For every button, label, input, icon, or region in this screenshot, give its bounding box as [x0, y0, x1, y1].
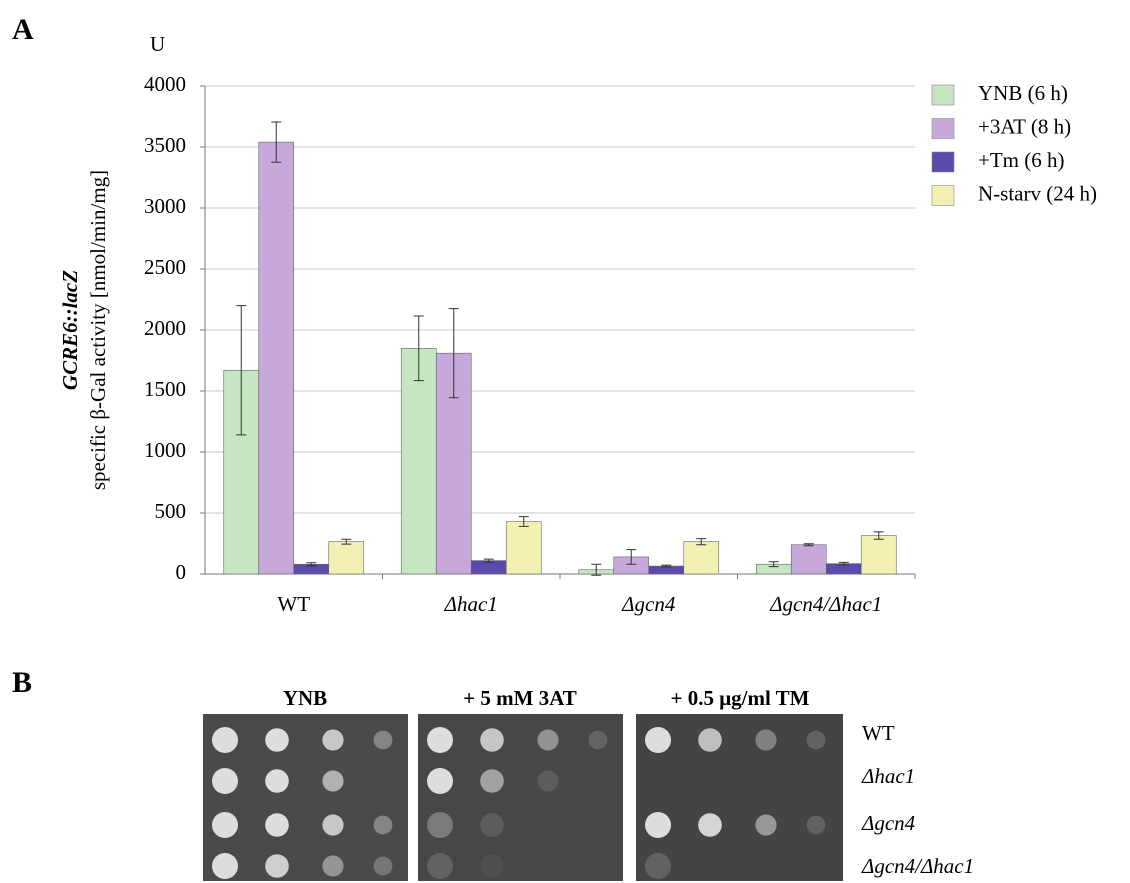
- colony: [807, 816, 826, 835]
- y-axis-title: GCRE6::lacZ: [58, 270, 82, 390]
- bar: [259, 142, 294, 574]
- legend-swatch: [932, 186, 954, 206]
- colony: [374, 731, 393, 750]
- colony: [427, 727, 453, 753]
- colony: [755, 814, 776, 835]
- legend-swatch: [932, 119, 954, 139]
- y-tick-label: 1000: [144, 438, 186, 462]
- colony: [322, 814, 343, 835]
- bar: [471, 561, 506, 574]
- condition-label: YNB: [283, 686, 327, 710]
- y-tick-label: 2000: [144, 316, 186, 340]
- colony: [537, 770, 558, 791]
- condition-label: + 0.5 μg/ml TM: [671, 686, 810, 710]
- colony: [589, 731, 608, 750]
- x-tick-label: Δgcn4: [621, 592, 676, 616]
- y-tick-label: 4000: [144, 72, 186, 96]
- condition-label: + 5 mM 3AT: [463, 686, 577, 710]
- y-axis-label: specific β-Gal activity [nmol/min/mg]: [86, 170, 110, 490]
- x-tick-label: Δhac1: [444, 592, 498, 616]
- strain-label: WT: [862, 721, 895, 745]
- y-tick-label: 1500: [144, 377, 186, 401]
- bar: [861, 536, 896, 574]
- colony: [645, 812, 671, 838]
- colony: [645, 727, 671, 753]
- x-tick-label: Δgcn4/Δhac1: [769, 592, 882, 616]
- x-tick-label: WT: [277, 592, 310, 616]
- colony: [212, 853, 238, 879]
- colony: [755, 729, 776, 750]
- colony: [322, 770, 343, 791]
- colony: [807, 731, 826, 750]
- legend-swatch: [932, 152, 954, 172]
- colony: [698, 728, 722, 752]
- bar: [506, 522, 541, 574]
- strain-label: Δhac1: [861, 764, 915, 788]
- y-tick-label: 2500: [144, 255, 186, 279]
- strain-label: Δgcn4/Δhac1: [861, 854, 974, 878]
- colony: [212, 812, 238, 838]
- bar: [791, 545, 826, 574]
- colony: [480, 813, 504, 837]
- colony: [480, 728, 504, 752]
- figure: A B U GCRE6::lacZ specific β-Gal activit…: [0, 0, 1130, 883]
- colony: [322, 855, 343, 876]
- colony: [698, 813, 722, 837]
- panel-label: A: [12, 13, 34, 46]
- legend-label: N-starv (24 h): [978, 181, 1097, 205]
- colony: [374, 857, 393, 876]
- bar: [401, 348, 436, 574]
- colony: [374, 816, 393, 835]
- colony: [265, 728, 289, 752]
- colony: [265, 854, 289, 878]
- y-tick-label: 3000: [144, 194, 186, 218]
- bar: [329, 542, 364, 574]
- colony: [322, 729, 343, 750]
- legend-label: YNB (6 h): [978, 81, 1068, 105]
- legend-label: +Tm (6 h): [978, 148, 1065, 172]
- y-tick-label: 0: [176, 560, 187, 584]
- panel-label: B: [12, 666, 32, 699]
- y-tick-label: 3500: [144, 133, 186, 157]
- colony: [212, 768, 238, 794]
- y-unit: U: [150, 32, 165, 56]
- colony: [480, 769, 504, 793]
- bar: [684, 542, 719, 574]
- colony: [265, 813, 289, 837]
- legend-label: +3AT (8 h): [978, 114, 1071, 138]
- strain-label: Δgcn4: [861, 811, 916, 835]
- colony: [427, 812, 453, 838]
- colony: [537, 729, 558, 750]
- legend-swatch: [932, 85, 954, 105]
- colony: [212, 727, 238, 753]
- colony: [427, 853, 453, 879]
- y-tick-label: 500: [155, 499, 187, 523]
- colony: [480, 854, 504, 878]
- colony: [265, 769, 289, 793]
- colony: [427, 768, 453, 794]
- colony: [645, 853, 671, 879]
